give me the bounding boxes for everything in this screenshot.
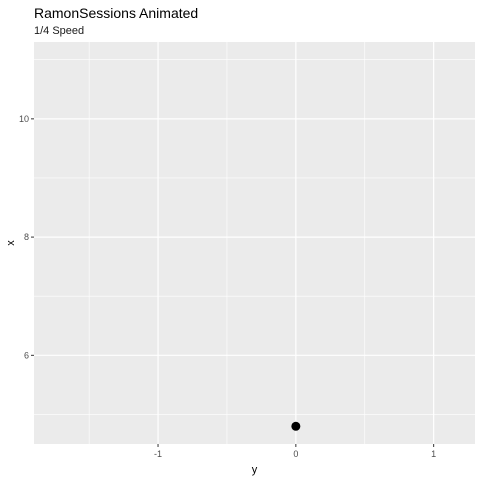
chart-title: RamonSessions Animated [34, 5, 198, 21]
axis-ticks: -1 0 1 6 8 10 [19, 114, 436, 459]
y-tick-label: 10 [19, 114, 29, 124]
y-tick-label: 8 [24, 232, 29, 242]
y-tick-label: 6 [24, 350, 29, 360]
x-axis-label: y [252, 464, 258, 476]
x-tick-label: -1 [154, 449, 162, 459]
x-tick-label: 1 [431, 449, 436, 459]
chart-subtitle: 1/4 Speed [34, 25, 84, 37]
grid-minor [34, 42, 475, 444]
y-axis-label: x [5, 240, 17, 246]
plot-panel [34, 42, 475, 444]
data-point [291, 421, 301, 431]
x-tick-label: 0 [293, 449, 298, 459]
data-points [291, 421, 301, 431]
grid-major [34, 42, 475, 444]
